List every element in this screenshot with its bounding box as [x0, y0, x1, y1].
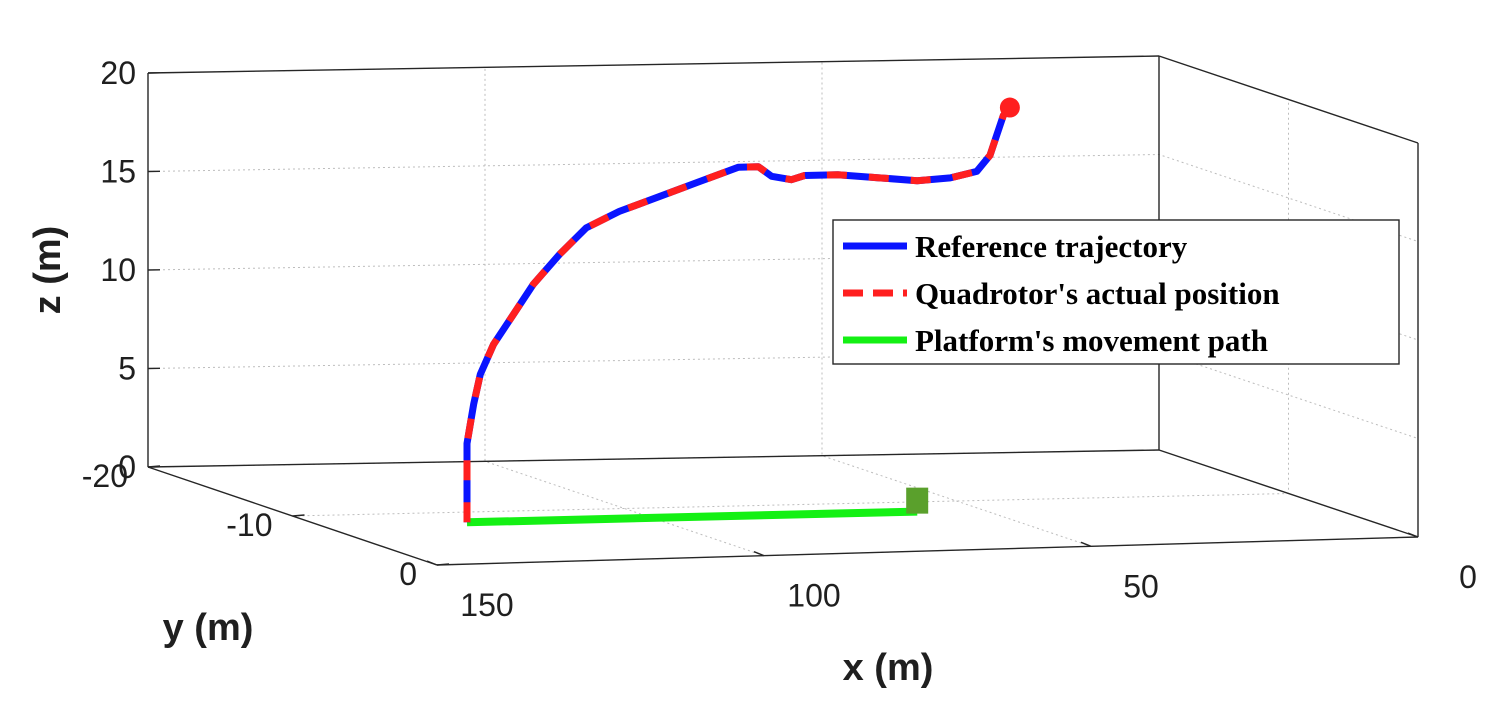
series-line-2 — [466, 507, 918, 527]
x-tick-mark-2 — [1080, 541, 1092, 547]
legend-box — [832, 219, 1400, 365]
x-tick-label-0: 150 — [460, 587, 513, 623]
grid-x-0 — [147, 73, 438, 566]
y-tick-label-2: 0 — [399, 556, 417, 592]
z-tick-label-0: 0 — [118, 449, 136, 485]
axis-edge-0 — [147, 449, 1160, 468]
z-tick-label-4: 20 — [100, 55, 136, 91]
marker-end — [999, 97, 1020, 118]
y-tick-label-0: -20 — [82, 458, 128, 494]
x-tick-label-3: 0 — [1459, 559, 1477, 595]
marker-layer — [906, 97, 1020, 514]
grid-x-1 — [484, 67, 765, 557]
legend: Reference trajectory Quadrotor's actual … — [832, 219, 1400, 365]
series-line-1 — [463, 105, 1013, 523]
y-tick-mark-0 — [147, 465, 161, 468]
marker-start — [906, 487, 929, 514]
legend-label-reference: Reference trajectory — [915, 229, 1188, 264]
y-tick-mark-2 — [436, 563, 450, 566]
legend-label-actual: Quadrotor's actual position — [915, 276, 1280, 311]
axis-edge-4 — [1158, 449, 1419, 538]
z-axis-label: z (m) — [27, 226, 69, 315]
axis-edge-8 — [436, 536, 1419, 566]
z-tick-label-3: 15 — [100, 154, 136, 190]
y-tick-label-1: -10 — [226, 507, 272, 543]
series-layer — [463, 105, 1013, 527]
z-tick-label-2: 10 — [100, 252, 136, 288]
grid-x-2 — [821, 61, 1092, 547]
axis-edge-1 — [147, 55, 1160, 74]
x-tick-mark-3 — [1407, 532, 1419, 538]
x-tick-mark-1 — [753, 551, 765, 557]
x-tick-label-2: 50 — [1123, 568, 1159, 604]
x-tick-label-1: 100 — [787, 578, 840, 614]
x-axis-label: x (m) — [843, 647, 934, 689]
grid-z-4 — [147, 55, 1419, 144]
z-tick-label-1: 5 — [118, 351, 136, 387]
legend-label-platform: Platform's movement path — [915, 323, 1268, 358]
grid-z-0 — [147, 449, 1419, 538]
y-axis-label: y (m) — [163, 607, 254, 649]
axis-edge-5 — [1158, 55, 1419, 144]
axes-box — [147, 55, 1419, 566]
y-tick-mark-1 — [292, 514, 305, 517]
x-tick-mark-0 — [426, 560, 438, 566]
